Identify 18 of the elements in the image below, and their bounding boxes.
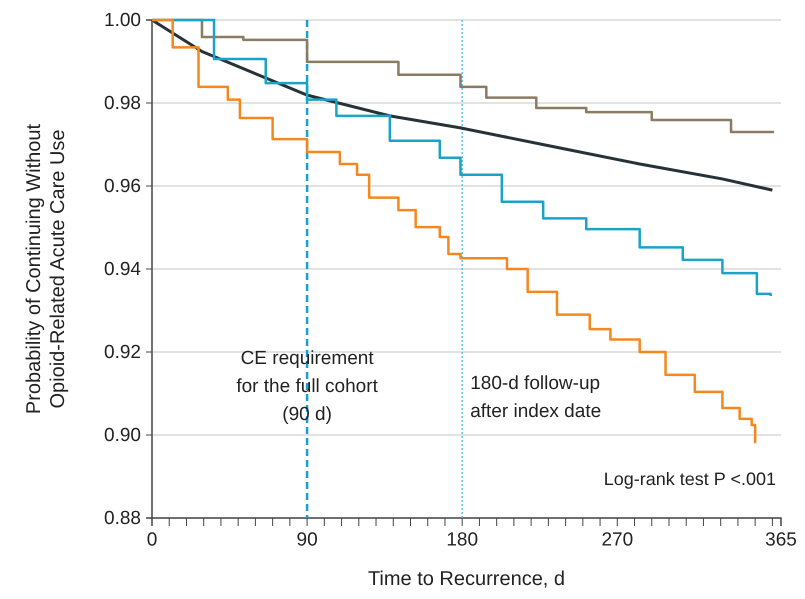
y-tick-label: 0.92	[104, 342, 141, 364]
line-series	[150, 18, 774, 192]
ref-line-label: CE requirement for the full cohort (90 d)	[236, 348, 379, 425]
x-tick-label: 270	[601, 529, 634, 550]
x-tick-label: 180	[446, 529, 478, 550]
x-tick-label: 0	[146, 529, 158, 550]
y-tick-label: 0.94	[104, 259, 142, 280]
y-tick-label: 0.96	[104, 176, 141, 198]
y-tick-label: 0.90	[104, 425, 141, 446]
y-axis-title: Probability of Continuing Without Opioid-Related Acute Care Use	[23, 123, 69, 414]
ref-line-label: 180-d follow-up after index date	[470, 373, 602, 422]
y-tick-label: 0.88	[104, 508, 141, 530]
y-tick-label: 0.98	[104, 93, 141, 114]
annotation: Log-rank test P <.001	[604, 469, 776, 489]
x-axis-title: Time to Recurrence, d	[368, 568, 566, 590]
x-tick-label: 90	[296, 529, 318, 550]
x-tick-label: 365	[765, 529, 797, 550]
y-tick-label: 1.00	[104, 10, 141, 32]
